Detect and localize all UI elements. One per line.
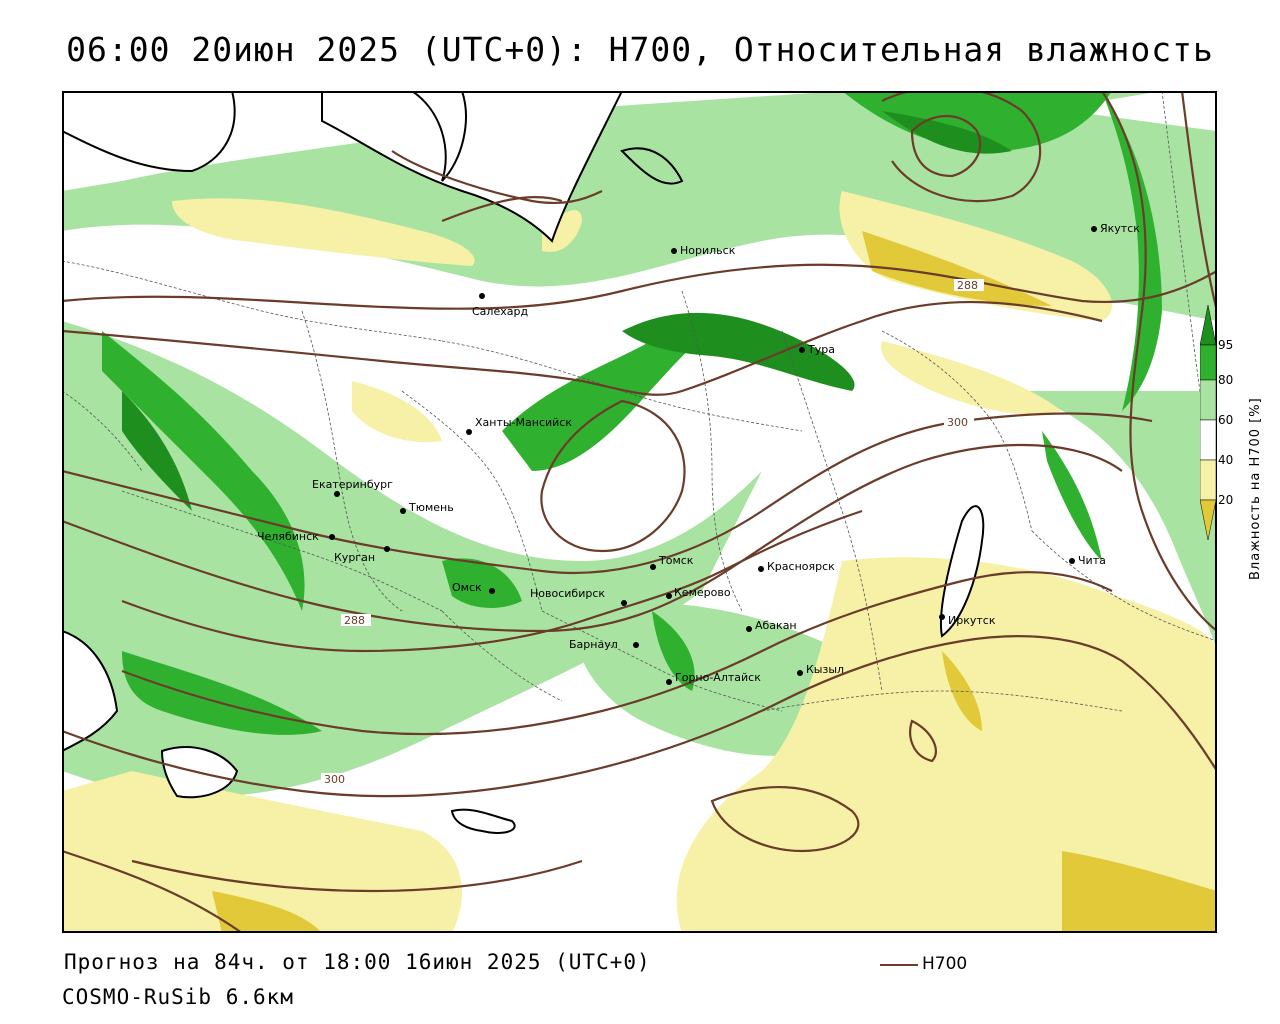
city-label: Новосибирск xyxy=(530,587,605,600)
contour-legend-label: H700 xyxy=(922,954,968,974)
contour-legend-line xyxy=(880,964,918,966)
contour-labels: 288 300 288 300 xyxy=(321,279,984,786)
humidity-field xyxy=(62,91,1217,933)
city-label: Иркутск xyxy=(948,614,996,627)
city-label: Чита xyxy=(1078,554,1106,567)
humidity-colorbar: 95 80 60 40 20 xyxy=(1200,305,1233,541)
colorbar-label: Влажность на H700 [%] xyxy=(1248,397,1263,580)
colorbar-tick: 95 xyxy=(1218,338,1233,352)
contour-label: 300 xyxy=(324,773,345,786)
city-label: Тура xyxy=(807,343,835,356)
city-label: Кемерово xyxy=(674,586,731,599)
city-label: Барнаул xyxy=(569,638,618,651)
city-label: Томск xyxy=(658,554,694,567)
city-label: Кызыл xyxy=(806,663,844,676)
colorbar-tick: 60 xyxy=(1218,413,1233,427)
colorbar-tick: 80 xyxy=(1218,373,1233,387)
colorbar-tick: 40 xyxy=(1218,453,1233,467)
city-label: Красноярск xyxy=(767,560,835,573)
h700-contours xyxy=(62,91,1217,933)
city-label: Ханты-Мансийск xyxy=(475,416,572,429)
city-label: Салехард xyxy=(472,305,528,318)
city-label: Якутск xyxy=(1100,222,1140,235)
city-markers: Норильск Салехард Якутск Тура Ханты-Манс… xyxy=(257,222,1140,685)
city-label: Тюмень xyxy=(408,501,454,514)
model-name: COSMO-RuSib 6.6км xyxy=(62,985,294,1009)
city-label: Норильск xyxy=(680,244,736,257)
city-label: Челябинск xyxy=(257,530,319,543)
contour-label: 288 xyxy=(957,279,978,292)
city-label: Абакан xyxy=(755,619,797,632)
city-label: Екатеринбург xyxy=(312,478,393,491)
city-label: Омск xyxy=(452,581,482,594)
forecast-info: Прогноз на 84ч. от 18:00 16июн 2025 (UTC… xyxy=(64,950,651,974)
colorbar-tick: 20 xyxy=(1218,493,1233,507)
map-title: 06:00 20июн 2025 (UTC+0): H700, Относите… xyxy=(66,30,1214,69)
city-label: Курган xyxy=(334,551,375,564)
forecast-map: 288 300 288 300 Норильск Салехард Якутск… xyxy=(62,91,1217,933)
contour-label: 288 xyxy=(344,614,365,627)
contour-label: 300 xyxy=(947,416,968,429)
city-label: Горно-Алтайск xyxy=(675,671,761,684)
